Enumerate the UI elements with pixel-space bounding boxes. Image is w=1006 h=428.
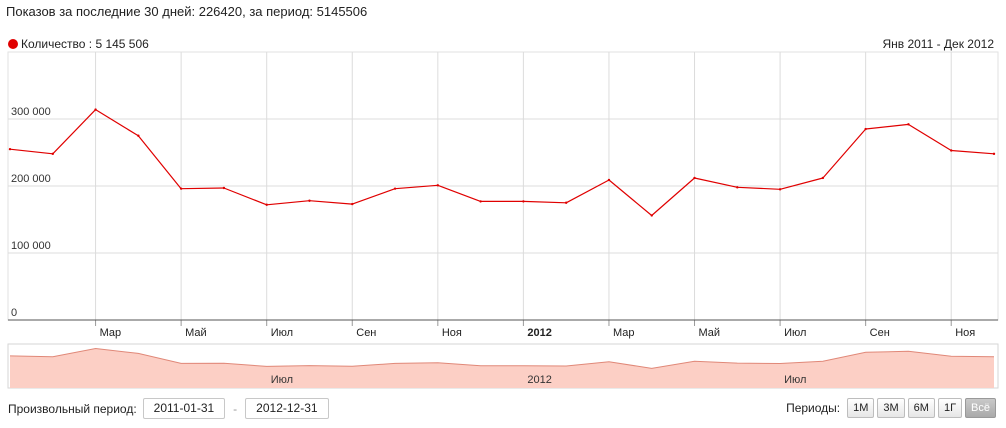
data-point [479, 200, 482, 203]
data-point [607, 178, 611, 182]
period-button-1m[interactable]: 1М [847, 398, 875, 418]
x-tick-label: 2012 [527, 327, 551, 339]
y-tick-label: 0 [11, 307, 17, 319]
custom-period-label: Произвольный период: [8, 401, 137, 416]
data-point [950, 149, 953, 152]
data-point [179, 187, 183, 190]
period-button-all[interactable]: Всё [965, 398, 996, 418]
data-point [650, 214, 653, 217]
data-point [51, 152, 54, 156]
x-tick-label: Июл [271, 327, 293, 339]
data-point [907, 123, 910, 126]
data-point [393, 187, 397, 190]
x-tick-label: Ноя [442, 327, 462, 339]
legend-series-label: Количество : 5 145 506 [21, 37, 149, 51]
data-point [94, 108, 97, 111]
period-selector: Периоды: 1М 3М 6М 1Г Всё [786, 398, 996, 418]
data-point [351, 202, 354, 206]
data-point [137, 134, 140, 137]
summary-text: Показов за последние 30 дней: 226420, за… [6, 4, 368, 19]
data-point [992, 152, 996, 156]
y-tick-label: 300 000 [11, 106, 51, 118]
chart-legend[interactable]: Количество : 5 145 506 [8, 37, 149, 51]
x-tick-label: Мар [100, 327, 122, 339]
navigator-label: 2012 [527, 374, 551, 386]
date-separator: - [233, 401, 238, 416]
data-point [864, 127, 867, 131]
data-point [564, 201, 568, 204]
period-button-1y[interactable]: 1Г [937, 398, 963, 418]
x-tick-label: Июл [784, 327, 806, 339]
periods-label: Периоды: [786, 401, 841, 415]
data-point [693, 176, 696, 180]
x-tick-label: Май [699, 327, 721, 339]
data-point [778, 188, 782, 191]
x-tick-label: Мар [613, 327, 635, 339]
navigator-area [10, 348, 994, 388]
date-from-input[interactable]: 2011-01-31 [142, 398, 226, 419]
x-tick-label: Сен [356, 327, 376, 339]
series-marker-icon [8, 39, 18, 49]
y-tick-label: 200 000 [11, 173, 51, 185]
navigator-label: Июл [784, 374, 806, 386]
data-point [222, 186, 226, 190]
series-line [9, 108, 995, 217]
data-point [736, 186, 739, 189]
data-point [8, 147, 12, 151]
period-button-3m[interactable]: 3М [877, 398, 905, 418]
data-point [265, 203, 268, 206]
x-tick-label: Май [185, 327, 207, 339]
navigator-chart[interactable]: Июл 2012 Июл [0, 340, 1006, 392]
date-range-label: Янв 2011 - Дек 2012 [882, 37, 994, 51]
y-tick-label: 100 000 [11, 240, 51, 252]
date-to-input[interactable]: 2012-12-31 [245, 398, 329, 419]
data-point [821, 176, 825, 180]
navigator-label: Июл [271, 374, 293, 386]
x-tick-label: Сен [870, 327, 890, 339]
main-chart: 0 100 000 200 000 300 000 Мар Май Июл Сен Ноя 201… [7, 51, 999, 339]
period-button-6m[interactable]: 6М [907, 398, 935, 418]
data-point [522, 200, 525, 203]
x-tick-label: Ноя [955, 327, 975, 339]
custom-period-controls: Произвольный период: 2011-01-31 - 2012-1… [8, 398, 329, 419]
data-point [308, 199, 311, 202]
data-point [436, 184, 440, 187]
navigator-line [9, 347, 995, 369]
